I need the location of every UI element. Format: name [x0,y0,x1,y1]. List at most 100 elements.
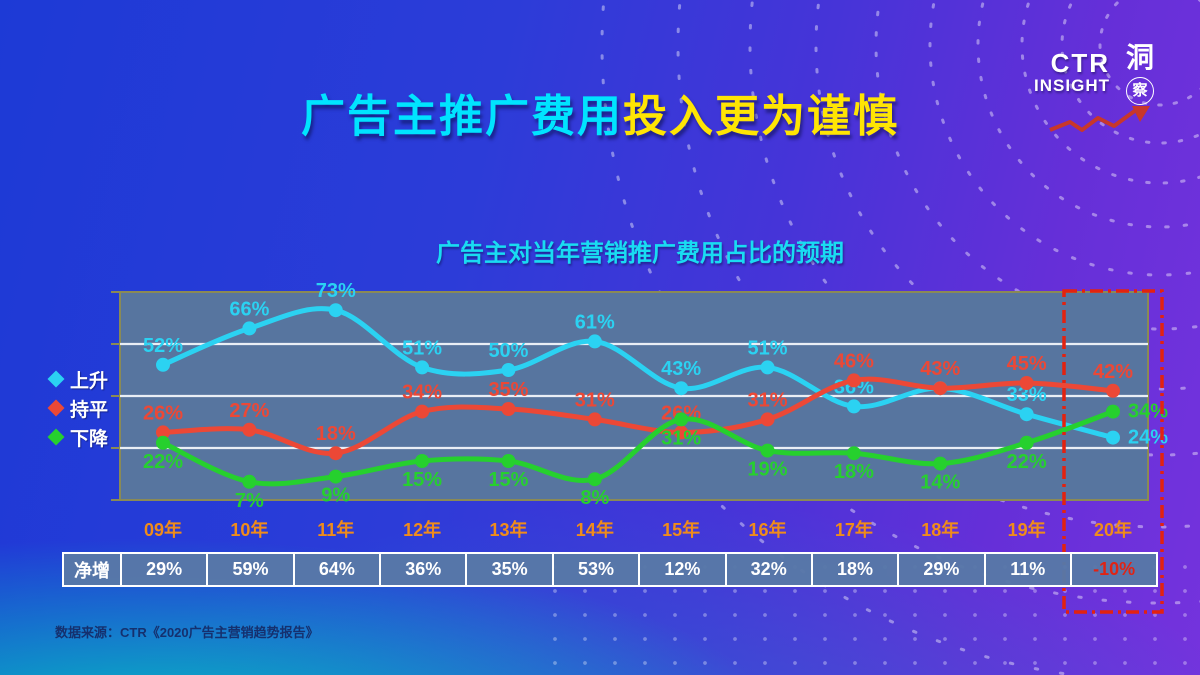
data-label-持平-12年: 34% [402,382,442,404]
legend-label: 持平 [70,399,109,421]
net-table-cell: -10% [1069,552,1159,587]
data-point-下降-15年 [674,412,689,427]
data-point-上升-17年 [846,399,861,414]
x-axis-label-13年: 13年 [489,519,527,540]
data-label-下降-18年: 14% [920,472,960,494]
data-label-上升-16年: 51% [748,337,788,359]
data-point-下降-11年 [328,469,343,484]
data-point-上升-19年 [1019,407,1034,422]
data-point-下降-16年 [760,443,775,458]
data-label-下降-15年: 31% [661,427,701,449]
data-point-上升-10年 [242,321,257,336]
net-table-cell: 29% [897,552,986,587]
x-axis-label-09年: 09年 [144,519,182,540]
data-point-下降-17年 [846,446,861,461]
data-point-下降-10年 [242,474,257,489]
data-label-持平-14年: 31% [575,389,615,411]
x-axis-label-18年: 18年 [921,519,959,540]
x-axis-label-19年: 19年 [1008,519,1046,540]
data-point-持平-14年 [587,412,602,427]
data-point-下降-20年 [1106,404,1120,419]
net-table-cell: 35% [465,552,554,587]
legend-marker-icon [47,399,65,417]
data-point-上升-12年 [415,360,430,375]
logo-insight-label: INSIGHT [1034,76,1110,96]
data-point-上升-09年 [156,357,170,372]
data-label-持平-16年: 31% [748,389,788,411]
data-point-下降-19年 [1019,435,1034,450]
data-point-下降-12年 [415,454,430,468]
data-point-下降-18年 [933,456,948,471]
page-title-rest: 投入更为谨慎 [623,92,899,141]
data-label-下降-13年: 15% [488,469,528,491]
data-point-持平-18年 [933,381,948,396]
data-label-上升-20年: 24% [1128,427,1168,449]
page-title: 广告主推广费用投入更为谨慎 [0,80,1200,144]
data-point-上升-11年 [328,303,343,318]
net-table-row-label: 净增 [62,552,122,587]
x-axis-label-14年: 14年 [576,519,614,540]
legend-label: 上升 [70,370,109,392]
data-point-下降-14年 [587,472,602,487]
data-point-持平-16年 [760,412,775,427]
net-table-cell: 18% [810,552,900,587]
data-label-上升-14年: 61% [575,311,615,333]
data-point-持平-19年 [1019,376,1034,390]
data-label-上升-15年: 43% [661,358,701,380]
x-axis-label-17年: 17年 [835,519,873,540]
data-label-上升-12年: 51% [402,337,442,359]
data-label-上升-09年: 52% [143,335,183,357]
data-label-持平-18年: 43% [920,358,960,380]
data-point-上升-14年 [587,334,602,349]
data-label-持平-19年: 45% [1007,353,1047,375]
data-label-上升-19年: 33% [1007,384,1047,406]
legend-item-下降: 下降 [47,427,108,450]
logo-text: CTR INSIGHT [1034,48,1110,96]
data-point-上升-13年 [501,363,516,377]
net-table-cell: 29% [120,552,209,587]
data-label-下降-11年: 9% [321,485,350,507]
legend-marker-icon [47,428,65,446]
x-axis-label-16年: 16年 [749,519,787,540]
logo-seal: 洞 察 [1116,36,1164,105]
data-label-下降-17年: 18% [834,461,874,483]
data-label-持平-09年: 26% [143,402,183,424]
data-label-上升-11年: 73% [316,280,356,302]
net-table-cell: 36% [379,552,468,587]
x-axis-label-20年: 20年 [1094,519,1132,540]
data-point-下降-09年 [156,435,170,450]
net-table-cell: 53% [551,552,641,587]
data-point-上升-15年 [674,381,689,396]
logo-seal-top-char: 洞 [1125,42,1154,73]
x-axis-label-11年: 11年 [317,519,354,540]
data-point-持平-13年 [501,402,516,416]
data-label-下降-14年: 8% [580,487,609,509]
chart-title: 广告主对当年营销推广费用占比的预期 [436,240,844,267]
net-table-cell: 59% [206,552,295,587]
logo-ctr-label: CTR [1050,48,1110,78]
highlight-box-20年 [1062,289,1164,614]
data-label-下降-20年: 34% [1128,401,1168,423]
data-point-下降-13年 [501,454,516,468]
x-axis-label-12年: 12年 [403,519,441,540]
net-table-cell: 32% [724,552,813,587]
chart-legend: 上升持平下降 [47,369,108,456]
net-table-cell: 64% [292,552,382,587]
data-point-上升-20年 [1106,430,1120,445]
data-label-持平-10年: 27% [229,400,269,422]
data-label-上升-10年: 66% [229,298,269,320]
data-point-持平-11年 [328,446,343,461]
logo-trend-arrow-icon [1049,106,1150,132]
data-point-持平-20年 [1106,383,1120,398]
data-point-持平-15年 [674,425,689,440]
data-label-持平-17年: 46% [834,350,874,372]
data-label-上升-13年: 50% [488,340,528,362]
data-point-上升-16年 [760,360,775,375]
x-axis-label-15年: 15年 [662,519,700,540]
legend-item-上升: 上升 [47,369,108,392]
ctr-insight-logo: CTR INSIGHT 洞 察 [1002,42,1172,132]
x-axis-label-10年: 10年 [230,519,268,540]
legend-item-持平: 持平 [47,398,108,421]
legend-marker-icon [47,370,65,388]
